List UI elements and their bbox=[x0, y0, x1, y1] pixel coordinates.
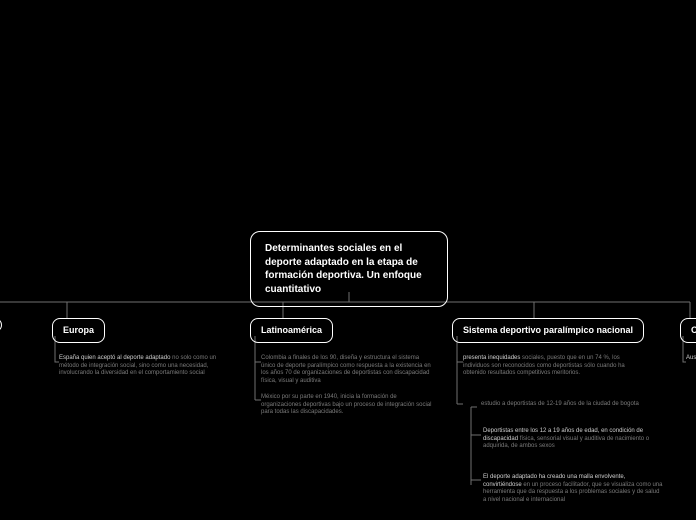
leaf-l_b2b: México por su parte en 1940, inicia la f… bbox=[261, 394, 436, 417]
branch-b4[interactable]: Oce bbox=[680, 318, 696, 343]
root-node[interactable]: Determinantes sociales en el deporte ada… bbox=[250, 231, 448, 307]
leaf-l_b0c: nación de objetivo s . bbox=[0, 447, 30, 455]
leaf-l_b4a: Aus polít inclu bbox=[686, 355, 696, 363]
leaf-l_b2a: Colombia a finales de los 90, diseña y e… bbox=[261, 355, 431, 385]
leaf-text-primary: presenta inequidades bbox=[463, 355, 520, 361]
branch-b2[interactable]: Latinoamérica bbox=[250, 318, 333, 343]
leaf-l_b0a: ndial y ado por bbox=[0, 355, 15, 363]
leaf-text-muted: estudio a deportistas de 12-19 años de l… bbox=[481, 401, 639, 407]
leaf-text-muted: Colombia a finales de los 90, diseña y e… bbox=[261, 355, 431, 384]
leaf-l_b3b: estudio a deportistas de 12-19 años de l… bbox=[481, 401, 656, 409]
branch-b0[interactable] bbox=[0, 318, 2, 332]
mindmap-canvas: Determinantes sociales en el deporte ada… bbox=[0, 0, 696, 520]
leaf-l_b3c: Deportistas entre los 12 a 19 años de ed… bbox=[483, 428, 663, 451]
leaf-text-muted: México por su parte en 1940, inicia la f… bbox=[261, 394, 431, 415]
leaf-text-primary: Aus bbox=[686, 355, 696, 361]
leaf-l_b3d: El deporte adaptado ha creado una malla … bbox=[483, 474, 663, 504]
branch-b1[interactable]: Europa bbox=[52, 318, 105, 343]
branch-b3[interactable]: Sistema deportivo paralímpico nacional bbox=[452, 318, 644, 343]
leaf-l_b3a: presenta inequidades sociales, puesto qu… bbox=[463, 355, 643, 378]
leaf-l_b1a: España quien aceptó al deporte adaptado … bbox=[59, 355, 229, 378]
leaf-text-primary: España quien aceptó al deporte adaptado bbox=[59, 355, 170, 361]
connector bbox=[471, 407, 481, 485]
leaf-l_b0b: adora, sistente la través de hecho bbox=[0, 395, 30, 403]
